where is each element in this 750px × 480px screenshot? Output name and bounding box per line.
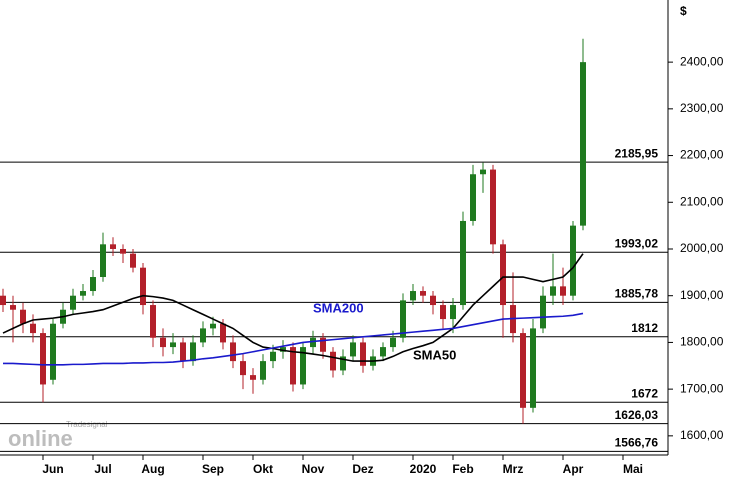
candle-body xyxy=(280,347,286,352)
x-tick-label: Mrz xyxy=(503,462,524,476)
logo-large: online xyxy=(8,426,73,451)
candle-body xyxy=(100,244,106,278)
level-label: 1566,76 xyxy=(615,436,659,450)
logo-small: Tradesignal xyxy=(66,420,108,429)
y-tick-label: 1900,00 xyxy=(680,288,724,302)
plot-area xyxy=(0,0,668,455)
candle-body xyxy=(350,342,356,357)
candle-body xyxy=(360,342,366,366)
candle-body xyxy=(520,333,526,408)
candle-body xyxy=(500,244,506,306)
series-label: SMA50 xyxy=(413,347,456,362)
level-label: 1626,03 xyxy=(615,408,659,422)
candle-body xyxy=(220,323,226,343)
candle-body xyxy=(550,286,556,296)
x-tick-label: Sep xyxy=(202,462,224,476)
candle-body xyxy=(290,347,296,385)
x-tick-label: Nov xyxy=(302,462,325,476)
candle-body xyxy=(150,305,156,338)
logo-box xyxy=(6,420,106,452)
candle-body xyxy=(240,361,246,376)
candle-body xyxy=(10,305,16,310)
candle-body xyxy=(210,323,216,329)
candle-body xyxy=(120,248,126,254)
candle-body xyxy=(540,295,546,329)
x-tick-label: Okt xyxy=(253,462,273,476)
candle-body xyxy=(310,337,316,348)
candle-body xyxy=(40,333,46,385)
candle-body xyxy=(380,347,386,357)
candle-body xyxy=(260,361,266,380)
level-label: 2185,95 xyxy=(615,146,659,160)
candle-body xyxy=(460,220,466,306)
y-tick-label: 2400,00 xyxy=(680,54,724,68)
level-label: 1672 xyxy=(631,386,658,400)
candle-body xyxy=(250,375,256,380)
candle-body xyxy=(480,169,486,175)
candle-body xyxy=(130,253,136,268)
y-tick-label: 2200,00 xyxy=(680,148,724,162)
candle-body xyxy=(140,267,146,306)
candle-body xyxy=(50,323,56,380)
candle-body xyxy=(330,351,336,371)
y-tick-label: 1700,00 xyxy=(680,381,724,395)
y-tick-label: 2000,00 xyxy=(680,241,724,255)
y-tick-label: 1800,00 xyxy=(680,335,724,349)
y-tick-label: 2300,00 xyxy=(680,101,724,115)
candle-body xyxy=(30,323,36,334)
level-label: 1885,78 xyxy=(615,287,659,301)
x-tick-label: Jul xyxy=(94,462,111,476)
candle-body xyxy=(580,62,586,226)
x-tick-label: Aug xyxy=(141,462,164,476)
sma-line xyxy=(2,253,584,362)
candle-body xyxy=(570,225,576,296)
level-label: 1993,02 xyxy=(615,236,659,250)
candle-body xyxy=(440,305,446,320)
candle-body xyxy=(470,174,476,221)
candle-body xyxy=(20,309,26,324)
x-tick-label: Jun xyxy=(42,462,63,476)
candle-body xyxy=(430,295,436,306)
candle-body xyxy=(270,351,276,362)
candle-body xyxy=(410,291,416,301)
candle-body xyxy=(560,286,566,296)
candle-body xyxy=(200,328,206,343)
candle-body xyxy=(160,337,166,348)
candle-body xyxy=(190,342,196,362)
candle-body xyxy=(70,295,76,310)
candle-body xyxy=(390,337,396,348)
candle-body xyxy=(490,169,496,245)
level-label: 1812 xyxy=(631,321,658,335)
candle-body xyxy=(90,277,96,292)
candle-body xyxy=(110,244,116,249)
candle-body xyxy=(300,347,306,385)
candle-body xyxy=(340,356,346,371)
x-tick-label: Feb xyxy=(452,462,473,476)
unit-label: $ xyxy=(680,4,687,18)
candle-body xyxy=(230,342,236,362)
x-tick-label: 2020 xyxy=(410,462,437,476)
y-tick-label: 1600,00 xyxy=(680,428,724,442)
y-tick-label: 2100,00 xyxy=(680,194,724,208)
x-tick-label: Mai xyxy=(623,462,643,476)
candle-body xyxy=(320,337,326,352)
candle-body xyxy=(420,291,426,296)
candle-body xyxy=(530,328,536,408)
series-label: SMA200 xyxy=(313,300,364,315)
sma-line xyxy=(3,312,584,366)
candle-body xyxy=(80,291,86,296)
x-tick-label: Apr xyxy=(563,462,584,476)
candle-body xyxy=(180,342,186,362)
candle-body xyxy=(170,342,176,348)
candle-body xyxy=(450,305,456,320)
candle-body xyxy=(400,300,406,338)
x-tick-label: Dez xyxy=(352,462,373,476)
candle-body xyxy=(0,295,6,306)
